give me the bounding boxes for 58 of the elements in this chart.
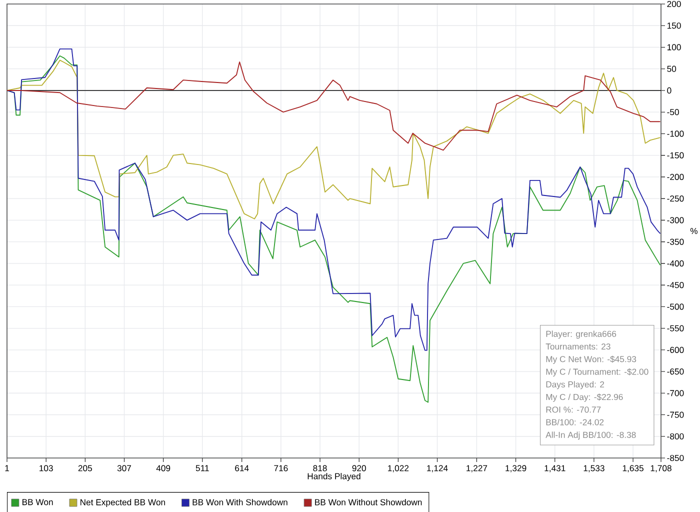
line-series (6, 60, 661, 220)
y-tick-label: 50 (667, 66, 676, 72)
x-tick-label: 511 (196, 465, 209, 472)
y-tick-label: -150 (667, 152, 684, 158)
y-tick-label: -750 (667, 412, 684, 418)
annotation: Days Played: 2 (546, 381, 604, 390)
annotation: My C / Day: -$22.96 (546, 394, 623, 402)
y-tick-label: -500 (667, 304, 684, 310)
legend-label: BB Won With Showdown (192, 498, 288, 506)
annotation: My C Net Won: -$45.93 (546, 356, 636, 364)
y-tick-label: -550 (667, 325, 684, 332)
y-tick-label: 150 (667, 22, 681, 29)
y-tick-label: -450 (667, 282, 684, 288)
annotation: Tournaments: 23 (546, 343, 610, 350)
legend-label: BB Won Without Showdown (315, 498, 422, 506)
annotation: All-In Adj BB/100: -8.38 (546, 432, 636, 440)
y-tick-label: -850 (667, 454, 684, 462)
x-tick-label: 614 (235, 465, 249, 472)
y-tick-label: 100 (667, 44, 681, 50)
x-tick-label: 1,329 (506, 465, 526, 472)
x-tick-label: 1,635 (622, 465, 644, 472)
y-tick-label: 200 (667, 0, 681, 8)
annotation: BB/100: -24.02 (546, 418, 604, 426)
x-tick-label: 920 (352, 465, 366, 472)
x-tick-label: 716 (274, 465, 288, 472)
x-tick-label: 205 (78, 465, 92, 472)
y-tick-label: -800 (667, 433, 684, 440)
x-tick-label: 307 (117, 465, 131, 472)
y-tick-label: -350 (667, 238, 684, 245)
x-tick-label: 1,708 (650, 465, 672, 472)
annotation: ROI %: -70.77 (546, 406, 601, 413)
x-tick-label: 1,227 (466, 465, 488, 472)
x-tick-label: 1,431 (544, 465, 566, 472)
y-axis-title: % (690, 228, 698, 234)
x-tick-label: 1 (5, 465, 9, 472)
annotation: My C / Tournament: -$2.00 (546, 368, 648, 377)
x-tick-label: 409 (156, 465, 170, 472)
y-tick-label: -300 (667, 217, 684, 224)
legend-label: Net Expected BB Won (80, 498, 165, 508)
x-tick-label: 1,533 (584, 465, 604, 472)
line-series (6, 48, 661, 351)
x-tick-label: 103 (40, 465, 53, 472)
legend-label: BB Won (22, 499, 53, 506)
x-tick-label: 1,022 (388, 465, 409, 472)
y-tick-label: -100 (667, 130, 684, 137)
y-tick-label: -50 (667, 109, 679, 116)
line-series (6, 61, 661, 151)
y-tick-label: -200 (667, 174, 684, 180)
y-tick-label: -250 (667, 196, 684, 202)
y-tick-label: -400 (667, 260, 684, 266)
y-tick-label: -600 (667, 346, 684, 353)
x-tick-label: 1,124 (427, 465, 448, 472)
y-tick-label: -700 (667, 390, 684, 396)
y-tick-label: -650 (667, 368, 684, 375)
y-tick-label: 0 (667, 87, 672, 94)
annotation: Player: grenka666 (546, 330, 616, 339)
x-axis-title: Hands Played (308, 472, 360, 482)
x-tick-label: 818 (313, 465, 327, 472)
